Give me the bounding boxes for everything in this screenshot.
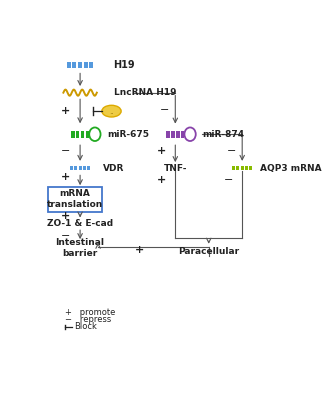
- Bar: [249, 166, 253, 170]
- Text: −   repress: − repress: [65, 316, 111, 324]
- Bar: [79, 166, 82, 170]
- Bar: [70, 166, 73, 170]
- Text: −: −: [61, 231, 71, 241]
- Bar: [74, 166, 77, 170]
- Bar: [83, 166, 86, 170]
- Text: TNF-: TNF-: [164, 164, 187, 173]
- Bar: [236, 166, 239, 170]
- Text: +: +: [61, 172, 71, 182]
- Text: AQP3 mRNA: AQP3 mRNA: [260, 164, 322, 173]
- Text: ZO-1 & E-cad: ZO-1 & E-cad: [47, 219, 113, 228]
- Text: +: +: [156, 176, 166, 186]
- Text: +   promote: + promote: [65, 308, 115, 317]
- Text: H19: H19: [114, 60, 135, 70]
- Text: Block: Block: [74, 322, 97, 331]
- Bar: [166, 131, 170, 138]
- Text: miR-675: miR-675: [107, 130, 149, 139]
- Text: +: +: [135, 245, 144, 255]
- Bar: [241, 166, 244, 170]
- FancyBboxPatch shape: [48, 186, 102, 212]
- Text: +: +: [61, 106, 71, 116]
- Text: VDR: VDR: [103, 164, 124, 173]
- Bar: [87, 166, 90, 170]
- Circle shape: [89, 128, 101, 141]
- Bar: [71, 131, 75, 138]
- Bar: [67, 62, 71, 68]
- Bar: [232, 166, 235, 170]
- Bar: [78, 62, 82, 68]
- Text: +: +: [156, 146, 166, 156]
- Ellipse shape: [102, 105, 121, 117]
- Text: LncRNA H19: LncRNA H19: [114, 88, 176, 97]
- Text: −: −: [223, 176, 233, 186]
- Text: −: −: [61, 146, 71, 156]
- Bar: [81, 131, 84, 138]
- Bar: [245, 166, 248, 170]
- Text: miR-874: miR-874: [202, 130, 244, 139]
- Bar: [89, 62, 94, 68]
- Circle shape: [185, 128, 196, 141]
- Bar: [76, 131, 79, 138]
- Bar: [72, 62, 76, 68]
- Bar: [171, 131, 175, 138]
- Text: ..: ..: [109, 107, 114, 116]
- Bar: [84, 62, 88, 68]
- Bar: [181, 131, 185, 138]
- Text: −: −: [227, 146, 237, 156]
- Bar: [176, 131, 180, 138]
- Text: −: −: [160, 105, 170, 115]
- Text: +: +: [61, 210, 71, 220]
- Text: Intestinal
barrier: Intestinal barrier: [55, 238, 105, 258]
- Text: mRNA
translation: mRNA translation: [47, 189, 103, 209]
- Text: Paracellular: Paracellular: [178, 247, 239, 256]
- Bar: [86, 131, 89, 138]
